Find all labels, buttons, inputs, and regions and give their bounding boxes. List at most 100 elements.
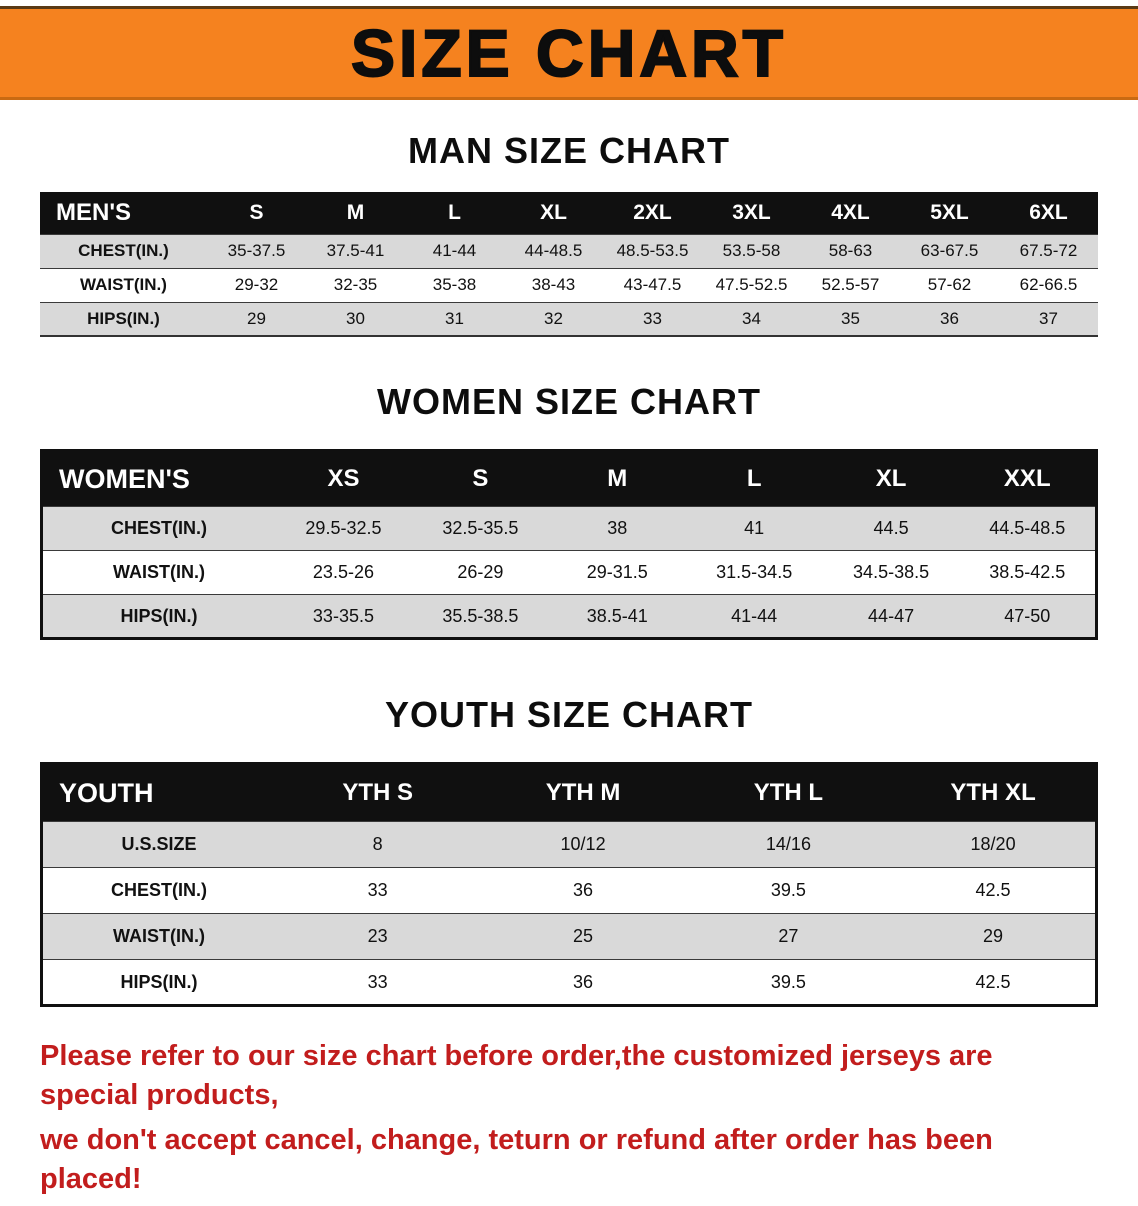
size-header-cell: XL (875, 465, 907, 492)
size-header-cell: 2XL (633, 200, 672, 224)
value-cell: 29-32 (234, 275, 279, 294)
row-label-cell: CHEST(IN.) (78, 241, 169, 260)
value-cell: 35-38 (432, 275, 477, 294)
value-cell: 38.5-41 (586, 605, 648, 626)
value-cell: 32 (544, 308, 563, 328)
value-cell: 36 (573, 971, 594, 992)
value-cell: 31.5-34.5 (716, 562, 793, 582)
size-header-cell: XS (327, 465, 360, 492)
value-cell: 63-67.5 (920, 241, 979, 260)
value-cell: 39.5 (770, 880, 806, 900)
value-cell: 26-29 (457, 562, 504, 582)
disclaimer-line-2: we don't accept cancel, change, teturn o… (40, 1124, 993, 1196)
value-cell: 62-66.5 (1019, 275, 1078, 294)
table-row: HIPS(IN.) 33-35.5 35.5-38.5 38.5-41 41-44 44-… (41, 594, 1097, 639)
size-header-cell: S (472, 465, 489, 492)
women-size-table: WOMEN'S XS S M L XL XXL CHEST(IN.) 29.5-32.5 32.5… (40, 449, 1098, 640)
value-cell: 18/20 (970, 834, 1016, 854)
value-cell: 32-35 (333, 275, 378, 294)
row-label-cell: WAIST(IN.) (113, 926, 205, 946)
value-cell: 44-47 (868, 605, 915, 626)
youth-size-table: YOUTH YTH S YTH M YTH L YTH XL U.S.SIZE 8 10/12… (40, 762, 1098, 1007)
value-cell: 33 (643, 308, 662, 328)
table-title-cell: MEN'S (56, 198, 132, 226)
table-header-row: MEN'S S M L XL 2XL 3XL 4XL 5XL 6XL (40, 192, 1098, 234)
value-cell: 36 (573, 880, 594, 900)
value-cell: 47-50 (1004, 605, 1051, 626)
row-label-cell: CHEST(IN.) (111, 518, 207, 538)
value-cell: 27 (778, 926, 799, 946)
value-cell: 34 (742, 308, 761, 328)
table-header-row: WOMEN'S XS S M L XL XXL (41, 450, 1097, 507)
value-cell: 32.5-35.5 (442, 518, 519, 538)
value-cell: 39.5 (770, 971, 806, 992)
size-header-cell: 5XL (930, 200, 969, 224)
size-chart-page: SIZE CHART MAN SIZE CHART MEN'S S M L XL 2XL 3… (0, 6, 1138, 1200)
value-cell: 38-43 (531, 275, 576, 294)
value-cell: 23.5-26 (312, 562, 374, 582)
women-section: WOMEN SIZE CHART WOMEN'S XS S M L XL XXL CHEST(… (0, 381, 1138, 640)
size-header-cell: S (249, 200, 264, 224)
value-cell: 29 (983, 926, 1004, 946)
size-header-cell: XL (540, 200, 567, 224)
table-row: U.S.SIZE 8 10/12 14/16 18/20 (41, 821, 1097, 868)
men-section: MAN SIZE CHART MEN'S S M L XL 2XL 3XL 4XL 5XL 6XL… (0, 130, 1138, 337)
table-row: CHEST(IN.) 35-37.5 37.5-41 41-44 44-48.5 48.5… (40, 234, 1098, 268)
size-header-cell: XXL (1003, 465, 1051, 492)
value-cell: 35.5-38.5 (442, 605, 519, 626)
value-cell: 29-31.5 (586, 562, 648, 582)
value-cell: 41-44 (432, 241, 477, 260)
value-cell: 44-48.5 (524, 241, 583, 260)
value-cell: 33 (367, 971, 388, 992)
size-header-cell: YTH S (342, 779, 414, 806)
row-label-cell: WAIST(IN.) (80, 275, 167, 294)
table-row: WAIST(IN.) 23 25 27 29 (41, 913, 1097, 960)
value-cell: 48.5-53.5 (616, 241, 689, 260)
value-cell: 35 (841, 308, 860, 328)
value-cell: 10/12 (560, 834, 606, 854)
size-header-cell: 6XL (1029, 200, 1068, 224)
table-title-cell: WOMEN'S (59, 463, 190, 494)
banner: SIZE CHART (0, 6, 1138, 100)
table-row: CHEST(IN.) 29.5-32.5 32.5-35.5 38 41 44.5 44.5… (41, 506, 1097, 551)
row-label-cell: HIPS(IN.) (120, 971, 198, 992)
youth-section-heading: YOUTH SIZE CHART (384, 694, 753, 735)
value-cell: 44.5 (873, 518, 909, 538)
value-cell: 25 (573, 926, 594, 946)
value-cell: 33 (367, 880, 388, 900)
value-cell: 29 (247, 308, 266, 328)
value-cell: 41-44 (731, 605, 778, 626)
youth-section: YOUTH SIZE CHART YOUTH YTH S YTH M YTH L YTH… (0, 694, 1138, 1007)
value-cell: 29.5-32.5 (305, 518, 382, 538)
value-cell: 43-47.5 (623, 275, 682, 294)
value-cell: 57-62 (927, 275, 972, 294)
size-header-cell: L (746, 465, 762, 492)
table-row: HIPS(IN.) 33 36 39.5 42.5 (41, 959, 1097, 1006)
value-cell: 8 (372, 834, 383, 854)
value-cell: 38 (607, 518, 628, 538)
size-header-cell: YTH M (545, 779, 621, 806)
men-section-heading: MAN SIZE CHART (408, 130, 730, 171)
disclaimer: Please refer to our size chart before or… (40, 1037, 1098, 1200)
value-cell: 34.5-38.5 (853, 562, 930, 582)
value-cell: 14/16 (765, 834, 811, 854)
size-header-cell: L (448, 200, 461, 224)
value-cell: 37.5-41 (326, 241, 385, 260)
value-cell: 38.5-42.5 (989, 562, 1066, 582)
size-header-cell: YTH L (753, 779, 824, 806)
table-row: CHEST(IN.) 33 36 39.5 42.5 (41, 867, 1097, 914)
value-cell: 41 (744, 518, 765, 538)
men-size-table: MEN'S S M L XL 2XL 3XL 4XL 5XL 6XL CHEST(IN.) 35-37… (40, 192, 1098, 337)
value-cell: 35-37.5 (227, 241, 286, 260)
value-cell: 31 (445, 308, 464, 328)
value-cell: 42.5 (975, 971, 1011, 992)
row-label-cell: HIPS(IN.) (120, 605, 198, 626)
value-cell: 23 (367, 926, 388, 946)
value-cell: 37 (1039, 308, 1058, 328)
women-section-heading: WOMEN SIZE CHART (377, 381, 761, 422)
value-cell: 33-35.5 (312, 605, 374, 626)
table-row: WAIST(IN.) 23.5-26 26-29 29-31.5 31.5-34.5 34… (41, 550, 1097, 595)
value-cell: 30 (346, 308, 365, 328)
page-title: SIZE CHART (350, 15, 787, 91)
disclaimer-line-1: Please refer to our size chart before or… (40, 1040, 993, 1112)
